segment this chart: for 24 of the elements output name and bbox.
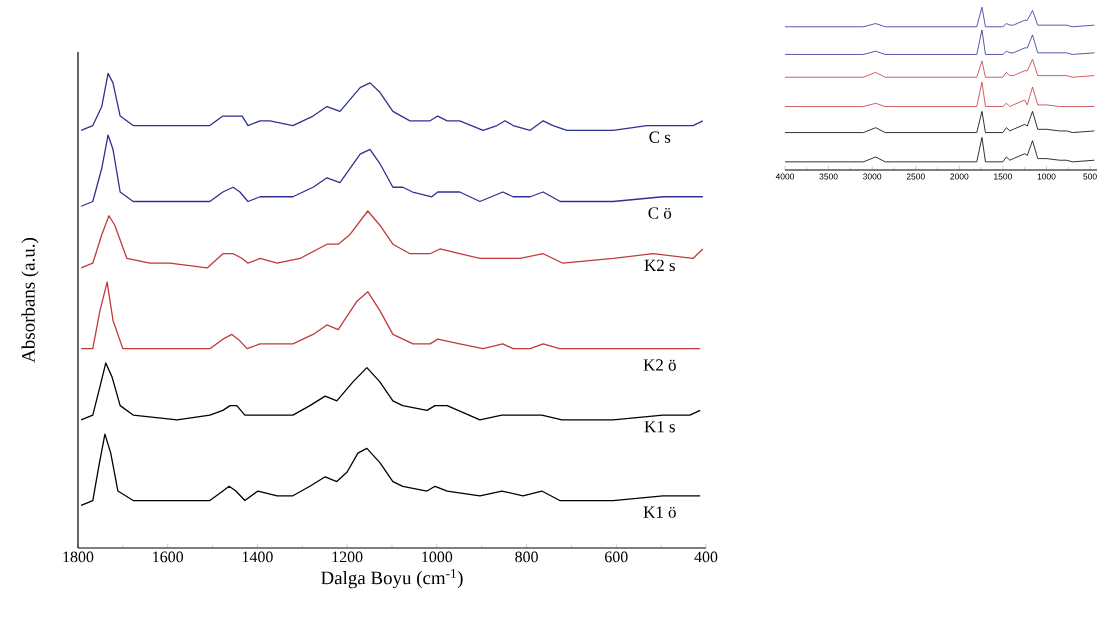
- x-axis-title: Dalga Boyu (cm$^{-1}$): [321, 569, 463, 589]
- x-tick-label: 500: [1083, 173, 1097, 180]
- series-label: C ö: [648, 207, 672, 219]
- series-label: K2 s: [644, 259, 675, 272]
- series-label: K1 ö: [643, 506, 676, 518]
- x-tick-label: 1800: [63, 551, 94, 563]
- x-tick-label: 1000: [422, 551, 453, 563]
- series-label: K2 ö: [643, 359, 676, 371]
- y-axis-title: Absorbans (a.u.): [21, 238, 39, 363]
- x-tick-label: 400: [694, 551, 718, 563]
- x-tick-label: 3000: [863, 173, 882, 180]
- x-tick-label: 1000: [1037, 173, 1056, 180]
- x-tick-label: 3500: [819, 173, 838, 180]
- series-label: C s: [649, 131, 671, 143]
- x-tick-label: 1600: [153, 551, 184, 563]
- x-tick-label: 2000: [950, 173, 969, 180]
- x-tick-label: 1200: [332, 551, 363, 563]
- x-tick-label: 2500: [906, 173, 925, 180]
- x-tick-label: 800: [515, 551, 538, 563]
- x-tick-label: 600: [605, 551, 628, 563]
- x-tick-label: 4000: [775, 173, 795, 180]
- series-label: K1 s: [644, 421, 675, 433]
- x-tick-label: 1500: [994, 173, 1012, 180]
- x-tick-label: 1400: [242, 551, 273, 563]
